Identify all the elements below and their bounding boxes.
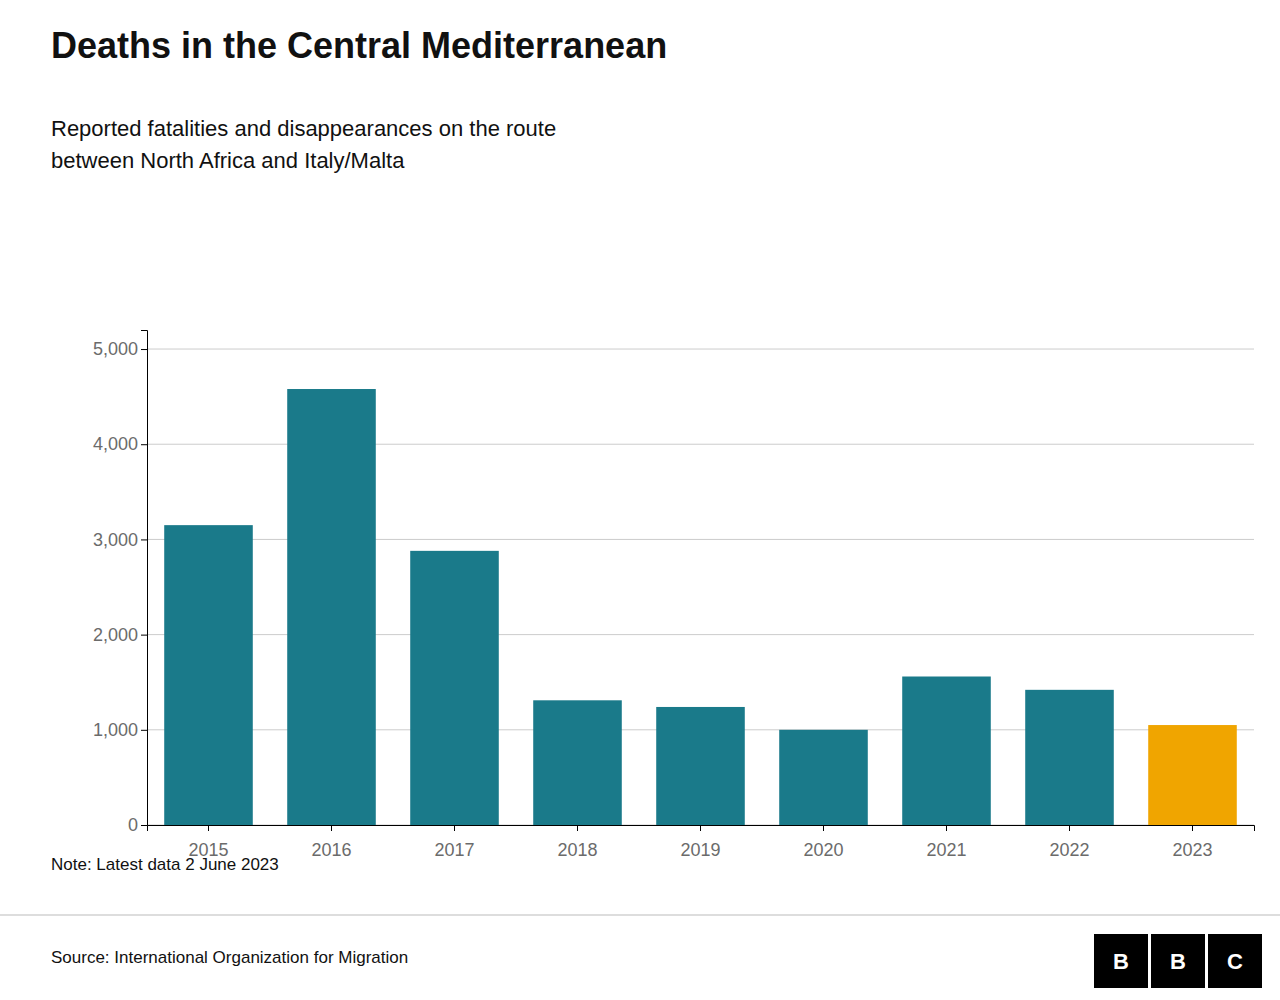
bar — [779, 730, 868, 825]
x-tick-mark — [946, 825, 947, 831]
y-tick-label: 2,000 — [93, 625, 138, 645]
x-tick-label: 2017 — [434, 840, 474, 860]
y-tick-mark — [141, 349, 147, 350]
y-tick-label: 4,000 — [93, 434, 138, 454]
logo-letter: C — [1227, 949, 1243, 974]
y-tick-label: 0 — [128, 815, 138, 835]
chart: Deaths in the Central Mediterranean Repor… — [0, 0, 1280, 1000]
grid-line — [147, 349, 1254, 350]
x-tick-mark — [823, 825, 824, 831]
y-tick: 0 — [128, 815, 147, 835]
x-tick-label: 2021 — [926, 840, 966, 860]
plot-area: 01,0002,0003,0004,0005,00020152016201720… — [93, 331, 1255, 860]
y-tick: 3,000 — [93, 530, 147, 550]
y-tick-label: 1,000 — [93, 720, 138, 740]
bar — [1148, 725, 1237, 825]
y-tick-label: 5,000 — [93, 339, 138, 359]
x-tick-mark — [208, 825, 209, 831]
x-axis-line — [148, 826, 1255, 832]
x-tick-label: 2018 — [557, 840, 597, 860]
y-tick: 4,000 — [93, 434, 147, 454]
x-tick-mark — [700, 825, 701, 831]
bar — [656, 707, 745, 825]
x-tick-mark — [1192, 825, 1193, 831]
x-tick: 2023 — [1172, 825, 1212, 860]
source-divider — [0, 915, 1280, 916]
x-axis: 201520162017201820192020202120222023 — [148, 825, 1255, 860]
x-tick: 2022 — [1049, 825, 1089, 860]
title: Deaths in the Central Mediterranean — [51, 25, 667, 66]
x-tick-mark — [331, 825, 332, 831]
grid — [147, 349, 1254, 825]
x-tick: 2019 — [680, 825, 720, 860]
bars — [164, 389, 1237, 825]
x-tick-label: 2022 — [1049, 840, 1089, 860]
y-tick-mark — [141, 730, 147, 731]
logo-letter: B — [1113, 949, 1129, 974]
x-tick: 2021 — [926, 825, 966, 860]
logo-square — [1094, 934, 1148, 988]
bar — [1025, 690, 1114, 825]
x-tick-mark — [1069, 825, 1070, 831]
bar — [902, 677, 991, 826]
bar — [287, 389, 376, 825]
y-axis: 0 1,000 2,000 3,000 4,000 5,000 — [93, 331, 148, 836]
y-axis-line — [141, 331, 148, 826]
y-tick-mark — [141, 444, 147, 445]
y-tick-mark — [141, 635, 147, 636]
x-tick-label: 2023 — [1172, 840, 1212, 860]
y-tick: 5,000 — [93, 339, 147, 359]
bar — [533, 700, 622, 825]
x-tick: 2018 — [557, 825, 597, 860]
logo-letter: B — [1170, 949, 1186, 974]
x-tick-mark — [577, 825, 578, 831]
source: Source: International Organization for M… — [51, 948, 408, 967]
x-tick: 2020 — [803, 825, 843, 860]
subtitle: Reported fatalities and disappearances o… — [51, 116, 556, 173]
y-tick: 1,000 — [93, 720, 147, 740]
x-tick: 2017 — [434, 825, 474, 860]
note: Note: Latest data 2 June 2023 — [51, 855, 279, 874]
x-tick-label: 2019 — [680, 840, 720, 860]
x-tick: 2016 — [311, 825, 351, 860]
y-tick-label: 3,000 — [93, 530, 138, 550]
bar — [164, 525, 253, 825]
y-tick-mark — [141, 825, 147, 826]
bar — [410, 551, 499, 825]
x-tick-label: 2020 — [803, 840, 843, 860]
y-tick: 2,000 — [93, 625, 147, 645]
logo-square — [1151, 934, 1205, 988]
x-tick-mark — [454, 825, 455, 831]
logo: BBC — [1094, 934, 1262, 988]
y-tick-mark — [141, 539, 147, 540]
logo-square — [1208, 934, 1262, 988]
x-tick-label: 2016 — [311, 840, 351, 860]
